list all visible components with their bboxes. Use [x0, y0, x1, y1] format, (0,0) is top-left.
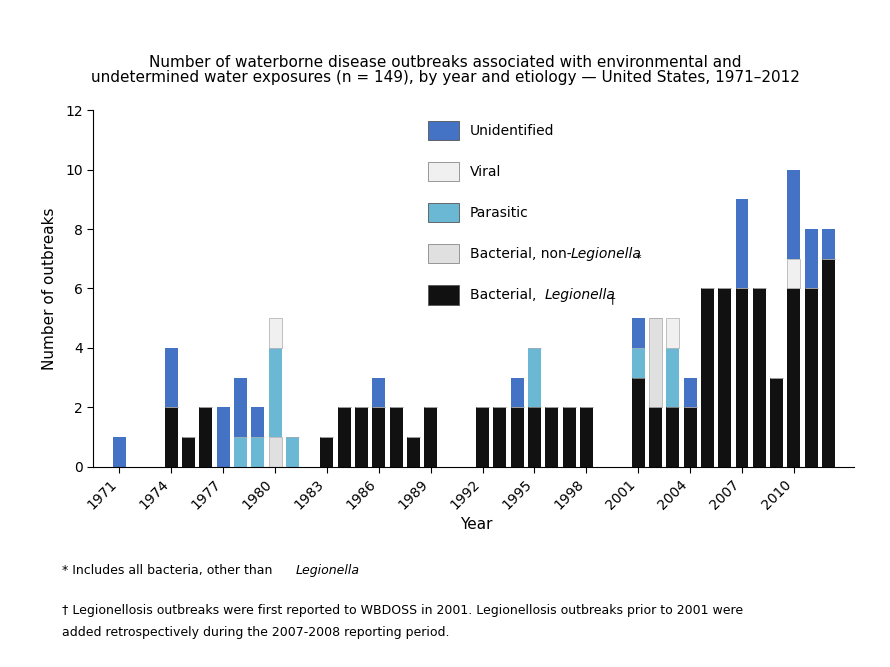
Bar: [269, 437, 281, 467]
Bar: [788, 259, 800, 289]
Text: Bacterial,: Bacterial,: [470, 287, 541, 301]
Bar: [667, 408, 679, 467]
Bar: [632, 378, 644, 467]
Bar: [632, 348, 644, 378]
Bar: [428, 121, 458, 140]
Text: added retrospectively during the 2007-2008 reporting period.: added retrospectively during the 2007-20…: [62, 626, 449, 638]
Bar: [428, 162, 458, 181]
Bar: [320, 437, 334, 467]
Bar: [546, 408, 558, 467]
Bar: [355, 408, 368, 467]
Bar: [649, 318, 662, 408]
Bar: [428, 285, 458, 305]
Bar: [476, 408, 490, 467]
Bar: [805, 289, 818, 467]
Bar: [269, 318, 281, 348]
Bar: [199, 408, 213, 467]
Bar: [269, 348, 281, 437]
Bar: [428, 244, 458, 263]
Bar: [428, 203, 458, 223]
Text: Viral: Viral: [470, 165, 501, 179]
Text: †: †: [610, 295, 615, 305]
Text: * Includes all bacteria, other than: * Includes all bacteria, other than: [62, 564, 277, 576]
Text: Unidentified: Unidentified: [470, 123, 554, 137]
Text: † Legionellosis outbreaks were first reported to WBDOSS in 2001. Legionellosis o: † Legionellosis outbreaks were first rep…: [62, 604, 743, 616]
Y-axis label: Number of outbreaks: Number of outbreaks: [42, 207, 57, 370]
Bar: [425, 408, 437, 467]
Bar: [805, 229, 818, 289]
Text: Year: Year: [460, 517, 492, 532]
Bar: [562, 408, 576, 467]
Text: undetermined water exposures (n = 149), by year and etiology — United States, 19: undetermined water exposures (n = 149), …: [91, 71, 799, 85]
Bar: [372, 408, 385, 467]
Text: Bacterial, non-: Bacterial, non-: [470, 247, 571, 261]
Bar: [735, 199, 748, 289]
Bar: [632, 318, 644, 348]
Text: *: *: [635, 253, 642, 263]
Bar: [493, 408, 506, 467]
Bar: [788, 169, 800, 259]
Text: Legionella: Legionella: [545, 287, 616, 301]
Bar: [735, 289, 748, 467]
Bar: [337, 408, 351, 467]
Bar: [788, 289, 800, 467]
Text: Legionella: Legionella: [295, 564, 360, 576]
Bar: [684, 408, 697, 467]
Bar: [718, 289, 732, 467]
Text: Parasitic: Parasitic: [470, 205, 529, 219]
Bar: [701, 289, 714, 467]
Bar: [511, 408, 523, 467]
Bar: [511, 378, 523, 408]
Bar: [528, 348, 541, 408]
Bar: [216, 408, 230, 467]
Bar: [372, 378, 385, 408]
Text: Number of waterborne disease outbreaks associated with environmental and: Number of waterborne disease outbreaks a…: [149, 55, 741, 70]
Bar: [251, 437, 264, 467]
Bar: [113, 437, 125, 467]
Bar: [753, 289, 765, 467]
Bar: [649, 408, 662, 467]
Bar: [667, 318, 679, 348]
Bar: [251, 408, 264, 437]
Bar: [407, 437, 420, 467]
Bar: [770, 378, 783, 467]
Bar: [234, 437, 247, 467]
Bar: [165, 348, 178, 408]
Bar: [580, 408, 593, 467]
Bar: [165, 408, 178, 467]
Bar: [822, 259, 835, 467]
Bar: [822, 229, 835, 259]
Bar: [390, 408, 402, 467]
Bar: [234, 378, 247, 437]
Bar: [528, 408, 541, 467]
Bar: [182, 437, 195, 467]
Bar: [684, 378, 697, 408]
Bar: [667, 348, 679, 408]
Text: Legionella: Legionella: [571, 247, 642, 261]
Bar: [286, 437, 299, 467]
